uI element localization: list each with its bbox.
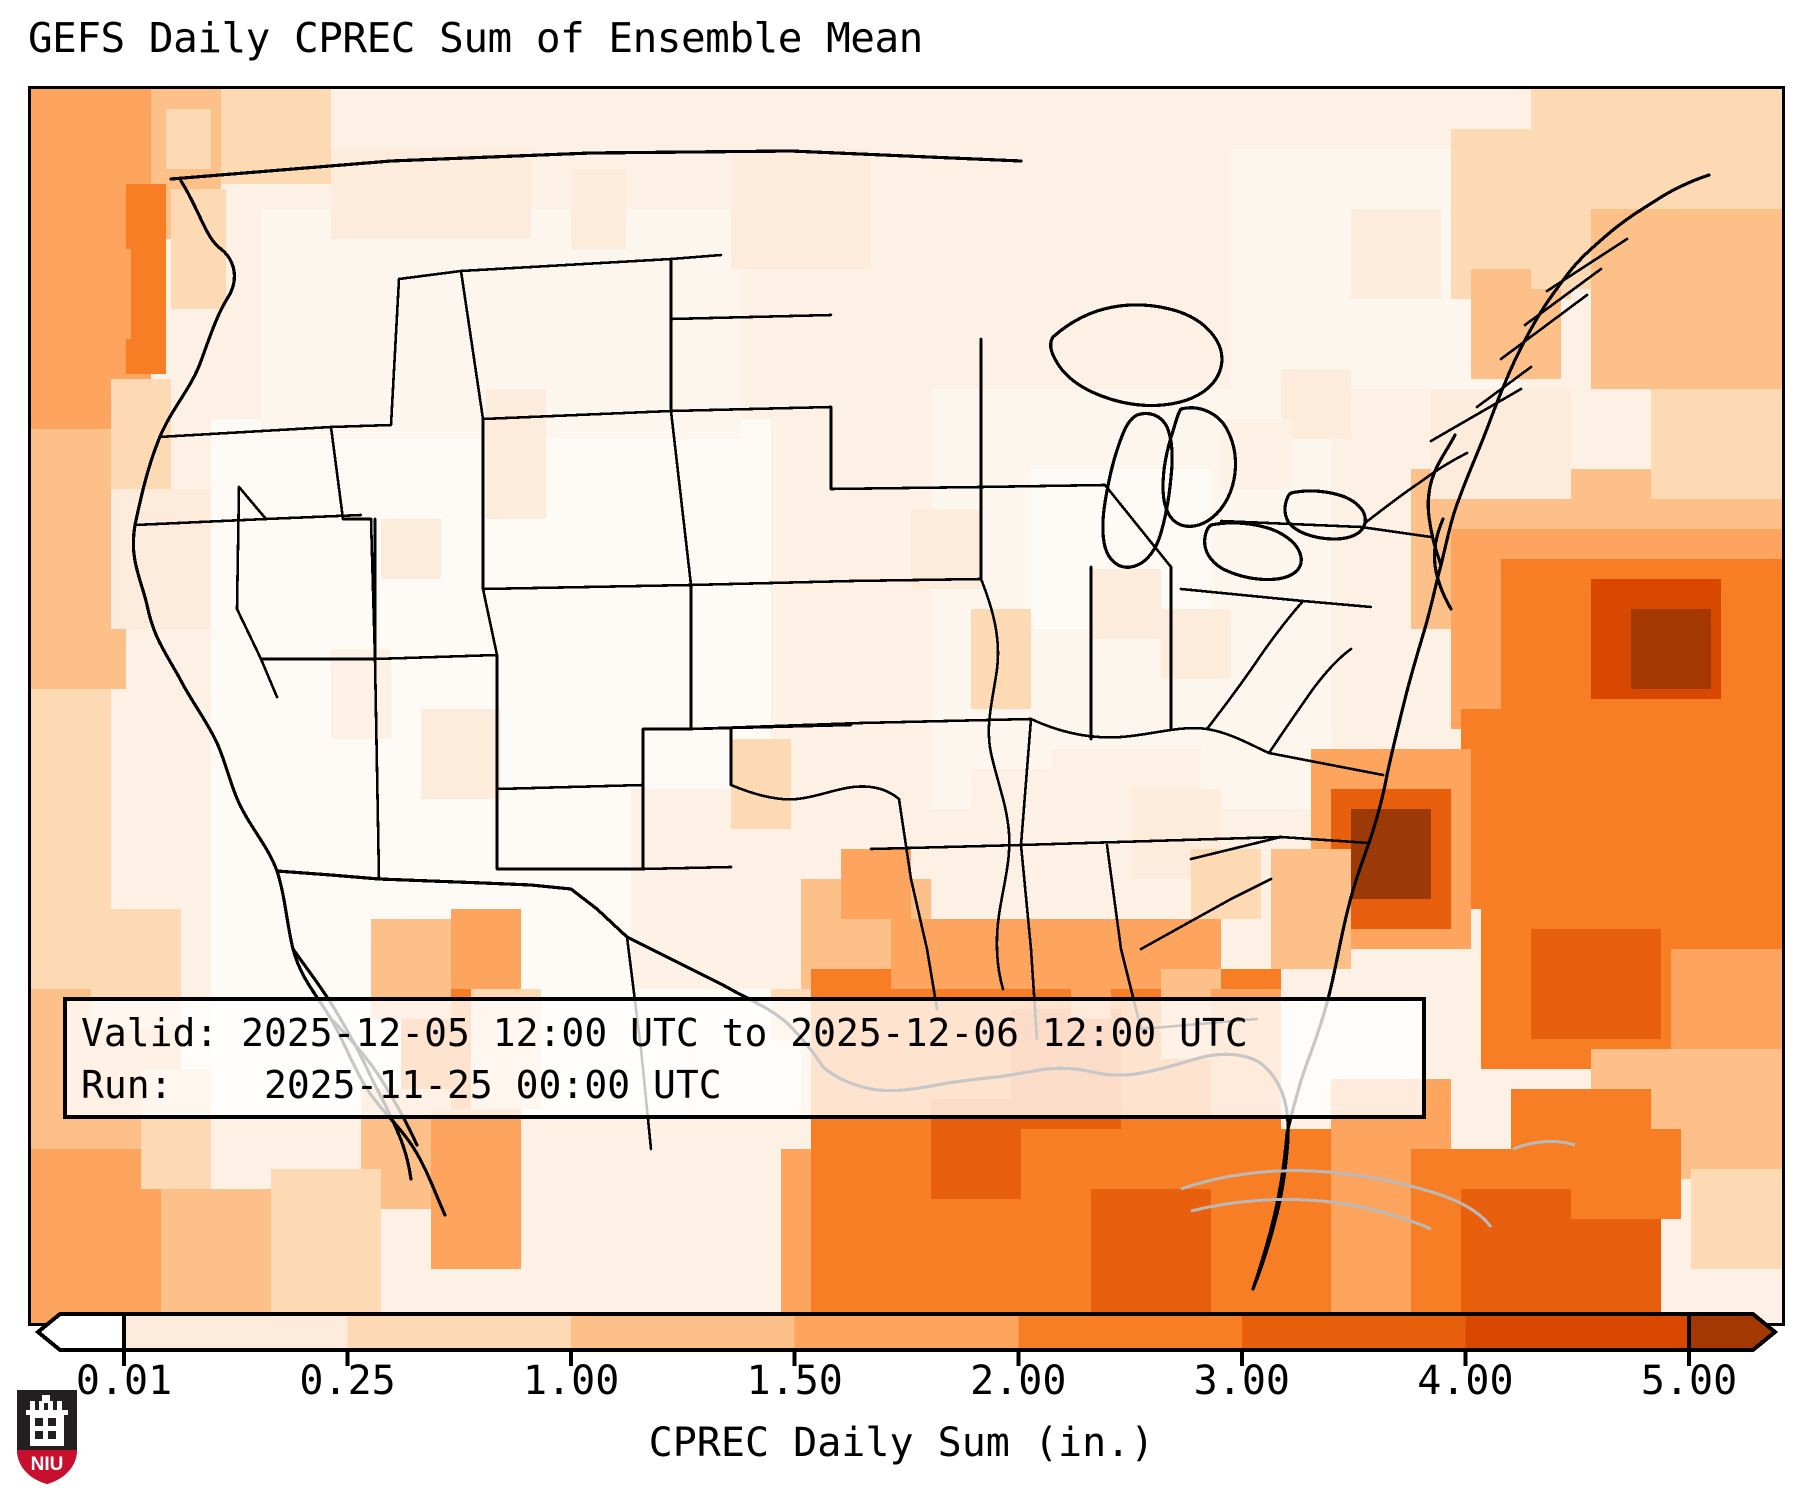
valid-time-text: Valid: 2025-12-05 12:00 UTC to 2025-12-0… — [81, 1011, 1248, 1055]
map-panel[interactable]: Valid: 2025-12-05 12:00 UTC to 2025-12-0… — [28, 86, 1785, 1326]
colorbar-tick-label: 0.25 — [299, 1358, 396, 1404]
colorbar-tick-labels: 0.01 0.25 1.00 1.50 2.00 3.00 4.00 5.00 — [0, 1358, 1803, 1408]
annotation-box: Valid: 2025-12-05 12:00 UTC to 2025-12-0… — [63, 997, 1426, 1119]
page-title: GEFS Daily CPREC Sum of Ensemble Mean — [28, 14, 923, 62]
colorbar-axis-label: CPREC Daily Sum (in.) — [648, 1420, 1155, 1466]
castle-icon — [26, 1395, 68, 1446]
colorbar-tick-label: 1.00 — [522, 1358, 620, 1404]
run-time-text: Run: 2025-11-25 00:00 UTC — [81, 1063, 722, 1107]
colorbar[interactable] — [28, 1310, 1785, 1366]
colorbar-tick-label: 4.00 — [1417, 1358, 1514, 1404]
colorbar-segment — [1465, 1314, 1689, 1350]
colorbar-tick-label: 3.00 — [1193, 1358, 1291, 1404]
colorbar-tick-label: 5.00 — [1640, 1358, 1738, 1404]
colorbar-segment — [347, 1314, 572, 1350]
colorbar-segment — [794, 1314, 1019, 1350]
logo-text: NIU — [31, 1454, 64, 1475]
niu-logo: NIU — [17, 1390, 77, 1484]
colorbar-swatches[interactable] — [28, 1310, 1785, 1370]
colorbar-tick-label: 2.00 — [970, 1358, 1067, 1404]
colorbar-segment — [571, 1314, 795, 1350]
colorbar-segment — [1018, 1314, 1242, 1350]
colorbar-segment — [124, 1314, 348, 1350]
logo-banner — [17, 1450, 77, 1484]
colorbar-tick-label: 0.01 — [75, 1358, 173, 1404]
colorbar-segment — [1241, 1314, 1466, 1350]
colorbar-tick-label: 1.50 — [746, 1358, 843, 1404]
precipitation-heatmap — [31, 89, 1782, 1323]
castle-windows — [35, 1418, 56, 1439]
